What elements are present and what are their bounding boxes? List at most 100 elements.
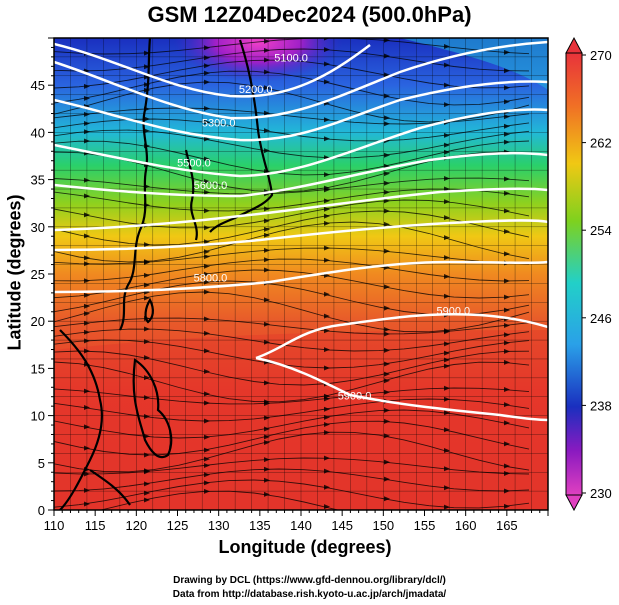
stream-arrow <box>324 365 330 371</box>
stream-arrow <box>444 363 450 369</box>
x-tick-label: 150 <box>372 518 394 533</box>
y-tick-label: 15 <box>31 361 45 376</box>
stream-arrow <box>324 291 330 297</box>
stream-arrow <box>504 190 510 196</box>
contour-label: 5500.0 <box>177 157 211 169</box>
stream-arrow <box>384 38 390 43</box>
stream-arrow <box>264 434 270 440</box>
stream-arrow <box>264 477 270 483</box>
stream-arrow <box>84 193 90 199</box>
contour-label: 5600.0 <box>194 180 228 192</box>
contour-5600 <box>54 187 548 232</box>
colorbar-tick-label: 230 <box>590 486 612 501</box>
contour-labels: 5100.0 5200.0 5300.0 5500.0 5600.0 5800.0 5900… <box>177 53 470 403</box>
stream-arrow <box>504 99 510 105</box>
stream-arrow <box>384 389 390 395</box>
stream-arrow <box>504 114 510 120</box>
stream-arrow <box>144 490 150 496</box>
stream-arrow <box>84 338 90 344</box>
stream-arrow <box>444 132 450 138</box>
stream-arrow <box>84 129 90 135</box>
contour-label: 5900.0 <box>436 306 470 318</box>
stream-arrow <box>264 267 270 273</box>
stream-arrow <box>204 79 210 85</box>
stream-arrow <box>444 427 450 433</box>
stream-arrow <box>84 487 90 493</box>
stream-arrow <box>384 407 390 413</box>
stream-arrow <box>144 272 150 278</box>
stream-arrow <box>264 206 270 212</box>
stream-arrow <box>264 491 270 497</box>
stream-arrow <box>264 57 270 63</box>
stream-arrow <box>504 139 510 145</box>
stream-arrow <box>144 452 150 458</box>
stream-arrow <box>324 396 330 402</box>
stream-arrow <box>504 470 510 476</box>
contour-label: 5300.0 <box>202 118 236 130</box>
stream-arrow <box>204 400 210 406</box>
stream-arrow <box>384 433 390 439</box>
stream-arrow <box>324 245 330 251</box>
stream-arrow <box>204 45 210 51</box>
contour-5900-south <box>255 356 548 422</box>
stream-arrow <box>84 501 90 507</box>
stream-arrow <box>444 149 450 155</box>
y-tick-label: 30 <box>31 220 45 235</box>
stream-arrow <box>504 208 510 214</box>
stream-arrow <box>444 142 450 148</box>
coastline-borneo <box>89 469 131 506</box>
y-tick-label: 5 <box>38 456 45 471</box>
stream-arrow <box>204 289 210 295</box>
x-tick-label: 125 <box>167 518 189 533</box>
y-tick-label: 20 <box>31 314 45 329</box>
x-tick-label: 155 <box>414 518 436 533</box>
stream-arrow <box>264 47 270 53</box>
stream-arrow <box>84 329 90 335</box>
stream-arrow <box>84 121 90 127</box>
stream-arrow <box>144 64 150 70</box>
stream-arrow <box>264 321 270 327</box>
stream-arrow <box>504 68 510 74</box>
stream-arrow <box>204 225 210 231</box>
stream-arrow <box>384 221 390 227</box>
stream-arrow <box>324 79 330 85</box>
contour-5400 <box>54 108 548 178</box>
stream-arrow <box>204 136 210 142</box>
stream-arrow <box>324 47 330 53</box>
stream-arrow <box>384 93 390 99</box>
stream-arrow <box>444 293 450 299</box>
stream-arrow <box>204 330 210 336</box>
stream-arrow <box>444 485 450 491</box>
stream-arrow <box>144 326 150 332</box>
stream-arrow <box>264 226 270 232</box>
stream-arrow <box>444 186 450 192</box>
stream-arrow <box>84 255 90 261</box>
stream-arrow <box>384 72 390 78</box>
stream-arrow <box>384 248 390 254</box>
stream-arrow <box>504 278 510 284</box>
stream-arrow <box>144 497 150 503</box>
stream-arrow <box>84 292 90 298</box>
stream-arrow <box>504 228 510 234</box>
colorbar: 270 262 254 246 238 230 <box>565 36 612 512</box>
colorbar-ramp <box>565 52 583 496</box>
plot-title: GSM 12Z04Dec2024 (500.0hPa) <box>147 2 472 27</box>
stream-arrow <box>324 257 330 263</box>
contour-5700 <box>54 219 548 252</box>
credit-line-dcl: Drawing by DCL (https://www.gfd-dennou.o… <box>173 575 446 586</box>
stream-arrow <box>84 111 90 117</box>
colorbar-top-arrow <box>565 36 583 54</box>
stream-arrow <box>504 503 510 509</box>
stream-arrow <box>504 359 510 365</box>
stream-arrow <box>204 480 210 486</box>
stream-arrow <box>444 82 450 88</box>
stream-arrow <box>144 469 150 475</box>
stream-arrow <box>264 297 270 303</box>
stream-arrow <box>204 63 210 69</box>
stream-arrow <box>444 43 450 49</box>
stream-arrow <box>84 424 90 430</box>
streamline <box>54 490 340 510</box>
y-tick-label: 25 <box>31 267 45 282</box>
stream-arrow <box>504 340 510 346</box>
stream-arrow <box>504 402 510 408</box>
